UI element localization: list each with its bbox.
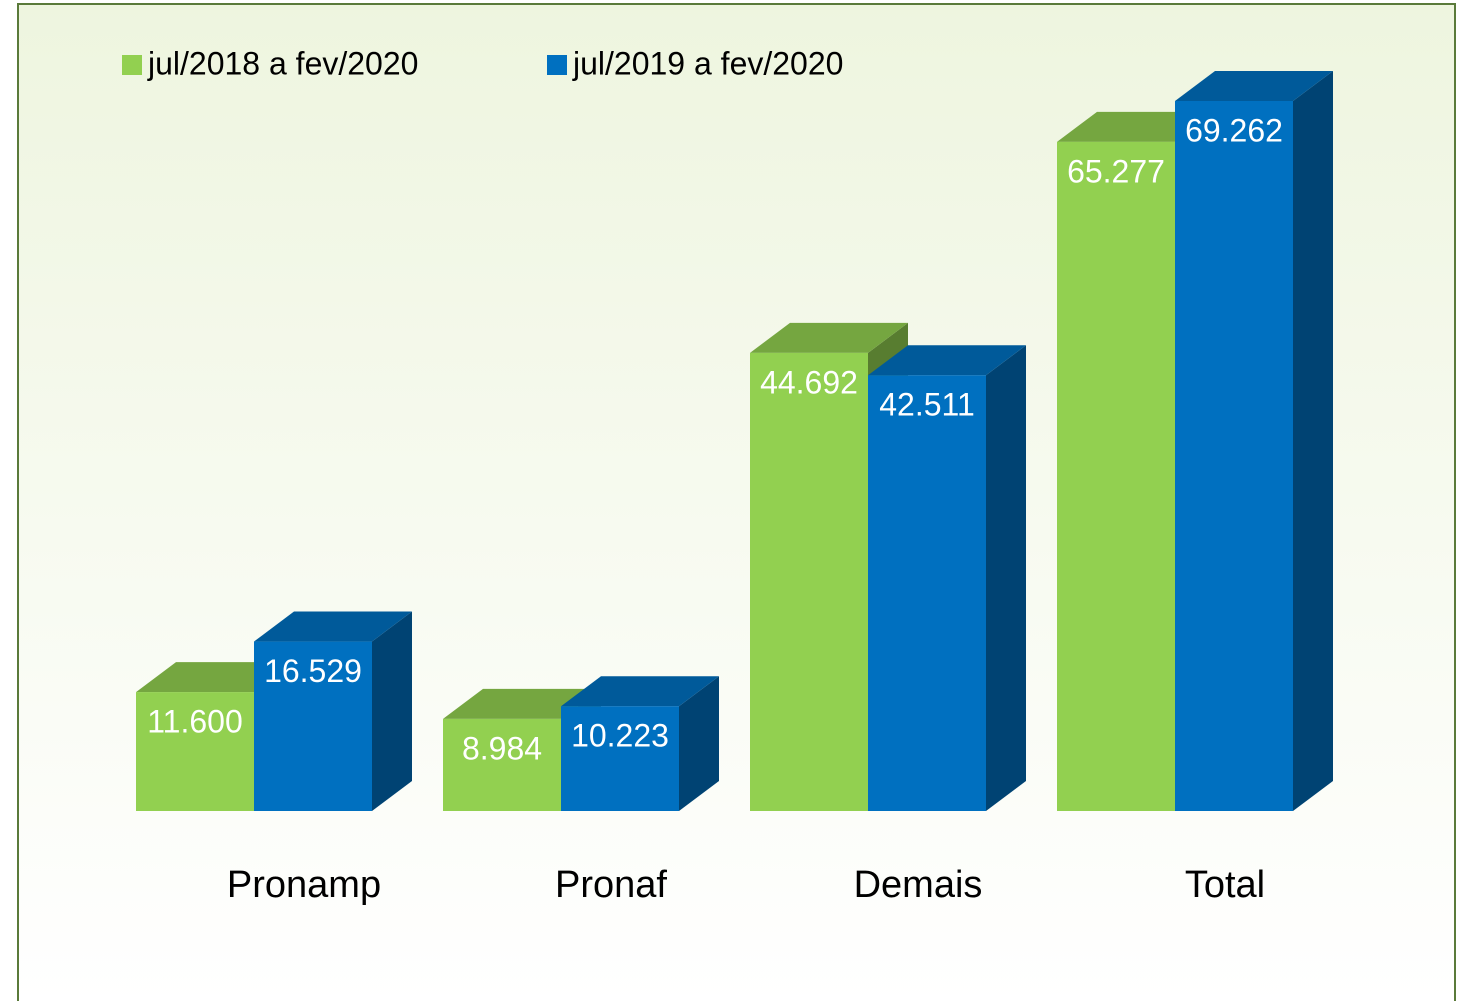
value-label: 11.600 xyxy=(147,704,243,740)
x-tick-label: Total xyxy=(1185,864,1265,906)
bar-top xyxy=(561,676,719,707)
legend-label: jul/2018 a fev/2020 xyxy=(147,45,418,81)
bar-top xyxy=(1175,71,1333,101)
value-label: 44.692 xyxy=(760,364,858,400)
bar-side xyxy=(372,611,412,811)
value-label: 10.223 xyxy=(571,718,669,754)
bar xyxy=(254,641,372,811)
bar-side xyxy=(1293,71,1333,811)
bar xyxy=(868,375,986,811)
legend-label: jul/2019 a fev/2020 xyxy=(572,45,843,81)
x-tick-label: Demais xyxy=(854,864,983,906)
value-label: 42.511 xyxy=(879,387,975,423)
bar-top xyxy=(868,345,1026,376)
legend-swatch xyxy=(547,55,567,75)
x-tick-label: Pronamp xyxy=(227,864,381,906)
value-label: 69.262 xyxy=(1185,112,1283,148)
bar xyxy=(750,352,868,811)
bar-side xyxy=(986,345,1026,811)
bar xyxy=(561,706,679,811)
x-tick-label: Pronaf xyxy=(555,864,667,906)
bar xyxy=(443,718,561,811)
bar-top xyxy=(254,611,412,642)
value-label: 65.277 xyxy=(1067,153,1165,189)
value-label: 16.529 xyxy=(264,653,362,689)
bar xyxy=(136,692,254,811)
bar xyxy=(1057,141,1175,811)
legend-swatch xyxy=(122,55,142,75)
bar-top xyxy=(750,322,908,353)
value-label: 8.984 xyxy=(462,730,542,766)
bar-side xyxy=(679,676,719,811)
bar xyxy=(1175,101,1293,811)
